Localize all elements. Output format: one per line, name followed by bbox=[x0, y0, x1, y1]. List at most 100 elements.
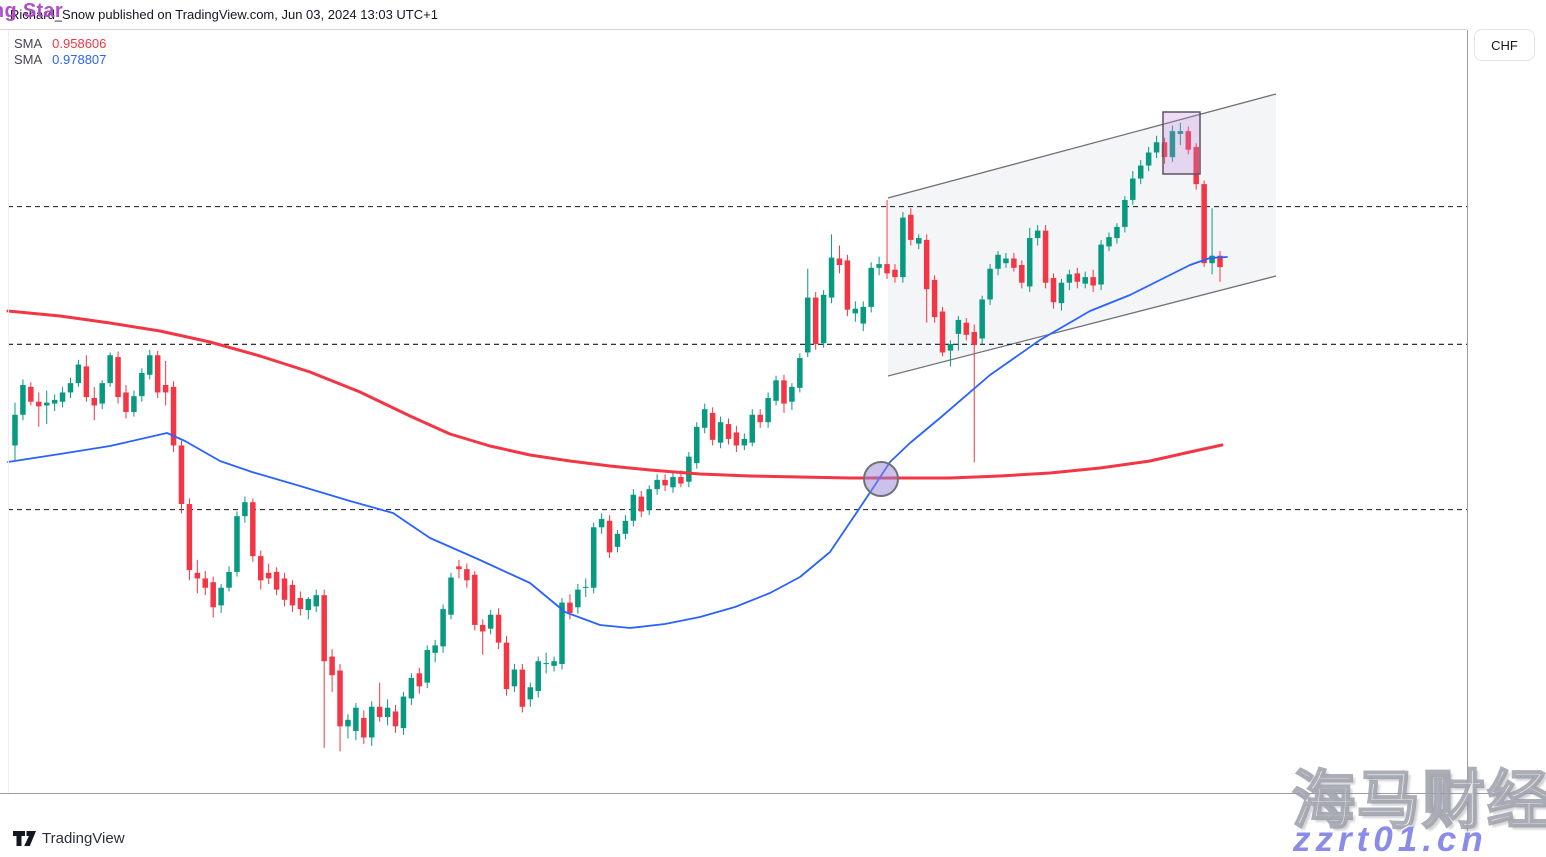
candle bbox=[527, 687, 534, 700]
candle bbox=[43, 402, 50, 406]
candle bbox=[1114, 226, 1120, 239]
candle bbox=[440, 609, 446, 647]
candle bbox=[487, 614, 494, 629]
candle bbox=[361, 717, 367, 738]
candle bbox=[678, 477, 684, 484]
candle bbox=[1050, 278, 1057, 303]
candle bbox=[543, 663, 549, 665]
candle bbox=[1082, 277, 1088, 284]
candle bbox=[123, 392, 129, 412]
candle bbox=[701, 409, 708, 428]
candle bbox=[147, 355, 153, 375]
candle bbox=[638, 496, 645, 512]
candle bbox=[313, 595, 319, 607]
candle bbox=[242, 502, 248, 517]
candle bbox=[812, 297, 819, 345]
candle bbox=[662, 479, 668, 486]
candle bbox=[963, 322, 970, 335]
candle bbox=[416, 673, 423, 687]
candle bbox=[1193, 146, 1199, 185]
candle bbox=[456, 566, 462, 570]
candle bbox=[1161, 142, 1168, 158]
candle bbox=[432, 645, 438, 653]
sma-label: SMA bbox=[14, 36, 43, 51]
candle bbox=[464, 569, 470, 581]
candle bbox=[781, 380, 787, 404]
candle bbox=[28, 386, 34, 402]
candle bbox=[908, 214, 914, 240]
candle bbox=[384, 707, 391, 718]
candle bbox=[860, 306, 867, 324]
candle bbox=[479, 624, 486, 632]
candle bbox=[99, 383, 105, 404]
candle bbox=[1026, 238, 1033, 287]
currency-toggle-button[interactable]: CHF bbox=[1474, 29, 1535, 61]
candle bbox=[519, 669, 526, 707]
candle bbox=[392, 711, 399, 727]
candle bbox=[234, 516, 240, 572]
candle bbox=[852, 308, 859, 314]
candle bbox=[83, 366, 90, 398]
candle bbox=[630, 494, 637, 521]
candle bbox=[186, 504, 193, 571]
candle bbox=[154, 355, 161, 393]
candle bbox=[36, 401, 42, 407]
candle bbox=[353, 707, 359, 731]
candle bbox=[535, 661, 541, 691]
candle bbox=[765, 398, 771, 423]
candle bbox=[939, 311, 946, 353]
candle bbox=[329, 656, 335, 676]
candle bbox=[139, 372, 145, 397]
candle bbox=[178, 445, 185, 505]
candle bbox=[12, 414, 18, 446]
candle bbox=[995, 254, 1001, 269]
candle bbox=[1201, 184, 1207, 264]
candle bbox=[131, 396, 137, 412]
candle bbox=[773, 380, 779, 401]
candles-group bbox=[12, 122, 1223, 752]
ascending-channel bbox=[888, 94, 1276, 376]
candle bbox=[1106, 237, 1112, 247]
candle bbox=[67, 383, 74, 393]
candle bbox=[757, 414, 763, 423]
candle bbox=[725, 424, 732, 439]
candle bbox=[828, 257, 835, 298]
candle bbox=[1019, 265, 1025, 283]
tradingview-logo-icon bbox=[13, 831, 36, 846]
candle bbox=[1074, 273, 1081, 282]
candle bbox=[448, 577, 454, 615]
candle bbox=[226, 571, 232, 588]
sma-label: SMA bbox=[14, 52, 43, 67]
tradingview-brand-text: TradingView bbox=[42, 830, 125, 847]
candle bbox=[551, 661, 557, 666]
ma-crossover-circle bbox=[863, 461, 899, 497]
candle bbox=[892, 269, 898, 278]
candle bbox=[51, 399, 58, 404]
candle bbox=[1122, 199, 1128, 227]
candle bbox=[1003, 258, 1009, 264]
candle bbox=[868, 267, 874, 307]
price-axis-border bbox=[1467, 30, 1468, 842]
candle bbox=[495, 614, 502, 643]
candle bbox=[876, 264, 882, 268]
candle bbox=[400, 696, 407, 729]
candle bbox=[1217, 255, 1223, 268]
candle bbox=[162, 385, 169, 393]
watermark-chinese: 海马财经 bbox=[1291, 765, 1546, 837]
candle bbox=[202, 578, 209, 588]
candle bbox=[1042, 230, 1049, 283]
candle bbox=[709, 412, 716, 440]
candle bbox=[955, 319, 962, 334]
evening-star-annotation: Evening Star bbox=[0, 0, 63, 22]
candle bbox=[741, 438, 748, 446]
tradingview-footer[interactable]: TradingView bbox=[13, 830, 125, 847]
candle bbox=[749, 414, 756, 443]
candle bbox=[170, 386, 177, 446]
candle bbox=[305, 598, 312, 611]
candle bbox=[1137, 165, 1144, 179]
candle bbox=[273, 571, 280, 590]
candle bbox=[1066, 274, 1073, 283]
candle bbox=[884, 264, 890, 274]
